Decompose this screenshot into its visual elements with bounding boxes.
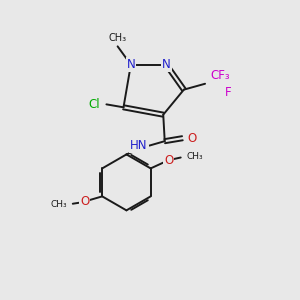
Text: CH₃: CH₃: [109, 33, 127, 43]
Text: O: O: [80, 195, 89, 208]
Text: CF₃: CF₃: [210, 69, 230, 82]
Text: O: O: [164, 154, 173, 167]
Text: N: N: [162, 58, 171, 71]
Text: O: O: [187, 132, 196, 145]
Text: CH₃: CH₃: [187, 152, 203, 161]
Text: F: F: [225, 86, 231, 99]
Text: HN: HN: [130, 139, 148, 152]
Text: CH₃: CH₃: [50, 200, 67, 209]
Text: Cl: Cl: [89, 98, 100, 111]
Text: N: N: [127, 58, 135, 71]
